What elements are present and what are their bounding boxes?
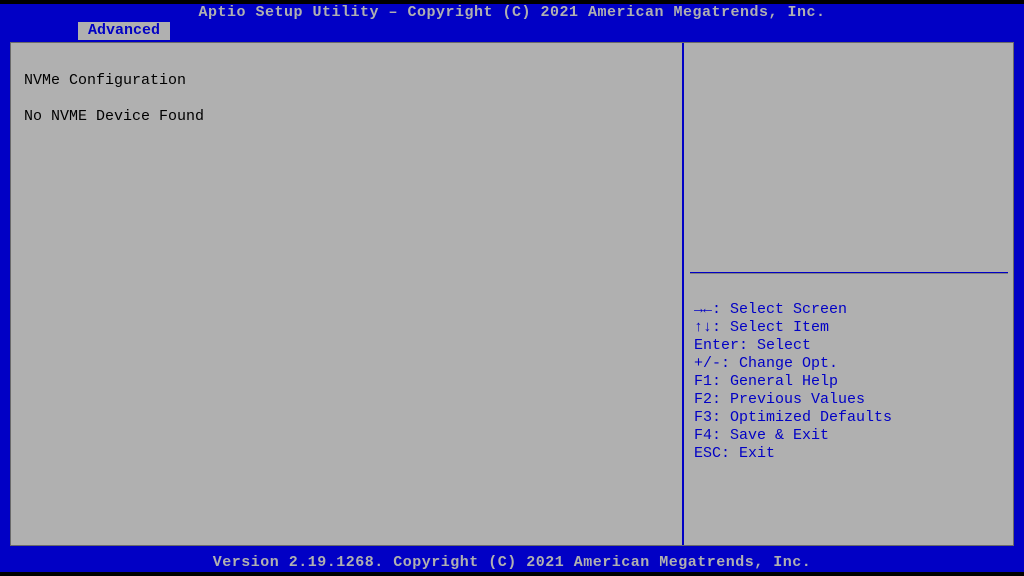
side-panel: →←: Select Screen ↑↓: Select Item Enter:… xyxy=(684,42,1014,546)
help-f3: F3: Optimized Defaults xyxy=(694,409,892,426)
content-frame: NVMe Configuration No NVME Device Found … xyxy=(8,40,1016,548)
status-text: No NVME Device Found xyxy=(24,108,204,125)
help-f2: F2: Previous Values xyxy=(694,391,865,408)
footer-bar: Version 2.19.1268. Copyright (C) 2021 Am… xyxy=(0,554,1024,572)
bios-screen: Aptio Setup Utility – Copyright (C) 2021… xyxy=(0,4,1024,572)
main-panel[interactable]: NVMe Configuration No NVME Device Found xyxy=(10,42,684,546)
side-description-area xyxy=(684,42,1014,272)
tab-row: Advanced xyxy=(0,22,1024,40)
help-change-opt: +/-: Change Opt. xyxy=(694,355,838,372)
keyboard-help: →←: Select Screen ↑↓: Select Item Enter:… xyxy=(684,273,1014,491)
help-f1: F1: General Help xyxy=(694,373,838,390)
help-select-screen: →←: Select Screen xyxy=(694,301,847,318)
footer-text: Version 2.19.1268. Copyright (C) 2021 Am… xyxy=(213,554,812,571)
title-bar: Aptio Setup Utility – Copyright (C) 2021… xyxy=(0,4,1024,22)
help-esc: ESC: Exit xyxy=(694,445,775,462)
title-text: Aptio Setup Utility – Copyright (C) 2021… xyxy=(198,4,825,21)
help-f4: F4: Save & Exit xyxy=(694,427,829,444)
help-enter: Enter: Select xyxy=(694,337,811,354)
section-heading: NVMe Configuration xyxy=(24,72,186,89)
tab-label: Advanced xyxy=(88,22,160,39)
tab-advanced[interactable]: Advanced xyxy=(78,22,170,40)
help-select-item: ↑↓: Select Item xyxy=(694,319,829,336)
content-wrap: NVMe Configuration No NVME Device Found … xyxy=(0,40,1024,554)
